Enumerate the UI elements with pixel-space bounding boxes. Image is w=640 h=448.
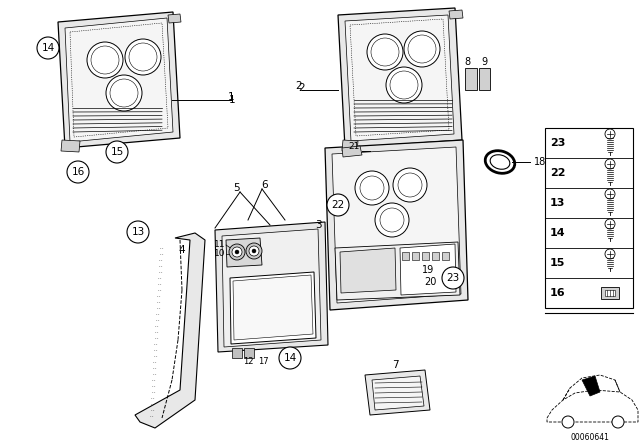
Polygon shape [65,18,173,142]
Text: 15: 15 [550,258,565,268]
Polygon shape [338,8,462,148]
Polygon shape [465,68,477,90]
Polygon shape [582,376,600,396]
Circle shape [393,168,427,202]
Polygon shape [342,140,358,152]
Text: 11: 11 [214,240,225,249]
Circle shape [605,249,615,259]
Text: 2: 2 [296,81,302,91]
Circle shape [605,219,615,229]
Text: 6: 6 [262,180,268,190]
Polygon shape [58,12,180,148]
Text: 14: 14 [284,353,296,363]
Circle shape [246,243,262,259]
Text: 22: 22 [550,168,566,178]
Bar [545,128,633,308]
Text: 12: 12 [243,357,253,366]
Text: 22: 22 [332,200,344,210]
Circle shape [355,171,389,205]
Circle shape [37,37,59,59]
Text: 23: 23 [550,138,565,148]
Polygon shape [215,222,328,352]
Polygon shape [230,272,316,344]
Text: 16: 16 [550,288,566,298]
Circle shape [125,39,161,75]
Polygon shape [70,23,168,137]
Polygon shape [400,244,456,295]
Circle shape [279,347,301,369]
Text: 16: 16 [72,167,84,177]
Circle shape [612,416,624,428]
Circle shape [67,161,89,183]
Polygon shape [402,252,409,260]
Polygon shape [244,348,254,358]
Text: 3: 3 [315,220,321,230]
Text: 14: 14 [550,228,566,238]
Polygon shape [365,370,430,415]
Circle shape [235,250,239,254]
Polygon shape [432,252,439,260]
Text: 14: 14 [42,43,54,53]
Polygon shape [335,242,460,300]
Polygon shape [232,348,242,358]
Text: 20: 20 [424,277,436,287]
Text: 18: 18 [534,157,547,167]
Text: 10: 10 [214,249,225,258]
Circle shape [252,249,256,253]
Polygon shape [222,229,321,347]
Text: 5: 5 [234,183,240,193]
Polygon shape [325,140,468,310]
Text: 1: 1 [228,95,236,105]
Polygon shape [442,252,449,260]
Text: 17: 17 [258,357,269,366]
Text: 23: 23 [446,273,460,283]
Circle shape [375,203,409,237]
Text: 2: 2 [299,83,305,93]
Circle shape [442,267,464,289]
Polygon shape [342,146,362,157]
Circle shape [404,31,440,67]
Circle shape [605,129,615,139]
Text: 21: 21 [349,142,360,151]
Polygon shape [226,238,262,267]
Text: 1: 1 [228,92,235,102]
Circle shape [229,244,245,260]
Circle shape [106,75,142,111]
Text: 13: 13 [131,227,145,237]
Polygon shape [135,233,205,428]
Polygon shape [412,252,419,260]
Text: 9: 9 [481,57,487,67]
Polygon shape [372,376,424,410]
Text: 7: 7 [392,360,398,370]
Bar [605,290,615,296]
Polygon shape [61,140,80,152]
Circle shape [327,194,349,216]
Circle shape [87,42,123,78]
Polygon shape [422,252,429,260]
Circle shape [386,67,422,103]
Bar [601,287,619,299]
Text: 8: 8 [464,57,470,67]
Circle shape [562,416,574,428]
Circle shape [127,221,149,243]
Polygon shape [350,19,449,136]
Text: 19: 19 [422,265,434,275]
Circle shape [232,247,242,257]
Circle shape [605,189,615,199]
Circle shape [367,34,403,70]
Text: 00060641: 00060641 [571,433,609,442]
Text: 15: 15 [110,147,124,157]
Polygon shape [332,147,461,303]
Circle shape [605,159,615,169]
Text: 13: 13 [550,198,565,208]
Polygon shape [340,248,396,293]
Circle shape [106,141,128,163]
Circle shape [249,246,259,256]
Polygon shape [345,15,454,141]
Polygon shape [449,10,463,19]
Polygon shape [168,14,181,23]
Text: 4: 4 [179,245,186,255]
Polygon shape [479,68,490,90]
Polygon shape [233,275,313,340]
